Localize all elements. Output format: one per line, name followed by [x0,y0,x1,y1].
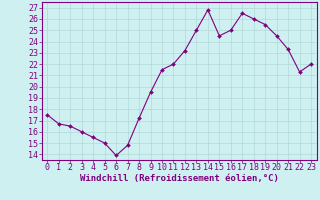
X-axis label: Windchill (Refroidissement éolien,°C): Windchill (Refroidissement éolien,°C) [80,174,279,183]
